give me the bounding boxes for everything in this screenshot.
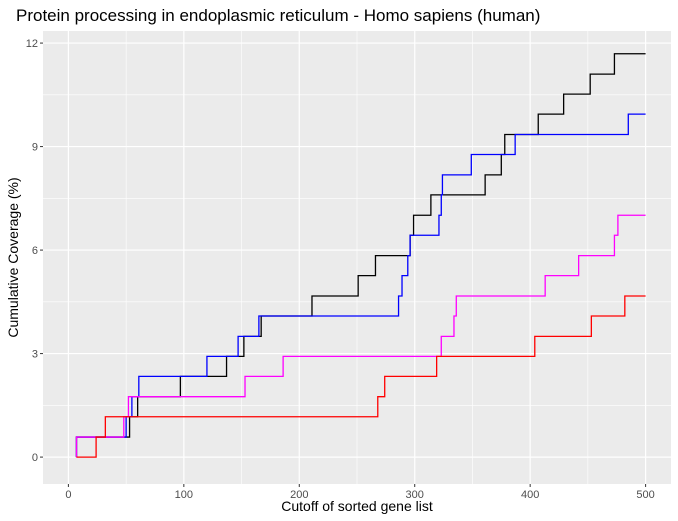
x-axis-title: Cutoff of sorted gene list bbox=[281, 498, 433, 514]
series-layer bbox=[75, 53, 646, 458]
x-tick-label: 300 bbox=[406, 489, 424, 501]
x-tick-label: 0 bbox=[65, 489, 71, 501]
y-tick-label: 12 bbox=[26, 38, 38, 50]
x-tick-label: 200 bbox=[290, 489, 308, 501]
y-axis-title: Cumulative Coverage (%) bbox=[5, 177, 21, 337]
y-axis: 0 3 6 9 12 bbox=[26, 38, 43, 464]
x-axis: 0 100 200 300 400 500 bbox=[65, 484, 655, 501]
series-line-4 bbox=[76, 295, 646, 458]
series-line-2 bbox=[75, 113, 646, 458]
x-tick-label: 100 bbox=[175, 489, 193, 501]
minor-gridlines bbox=[43, 31, 671, 484]
y-tick-label: 9 bbox=[32, 142, 38, 154]
y-tick-label: 3 bbox=[32, 349, 38, 361]
chart-title: Protein processing in endoplasmic reticu… bbox=[16, 6, 540, 25]
major-gridlines bbox=[43, 31, 671, 484]
y-tick-label: 0 bbox=[32, 452, 38, 464]
x-tick-label: 400 bbox=[521, 489, 539, 501]
y-tick-label: 6 bbox=[32, 245, 38, 257]
x-tick-label: 500 bbox=[636, 489, 654, 501]
